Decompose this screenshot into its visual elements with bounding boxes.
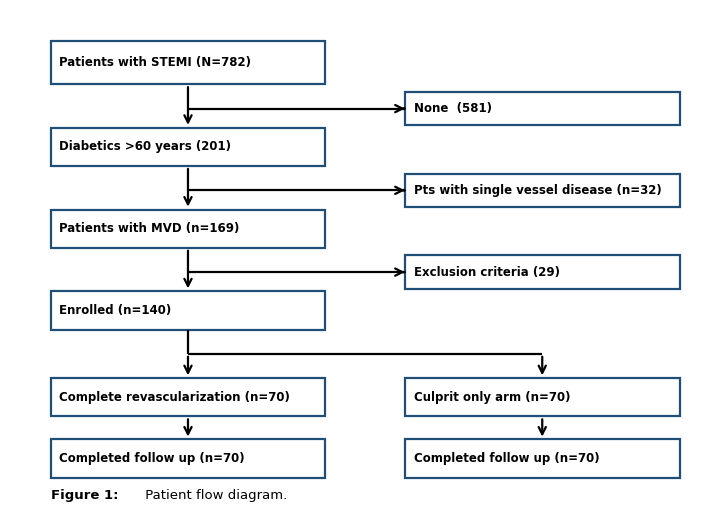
Text: Patients with STEMI (N=782): Patients with STEMI (N=782): [59, 56, 252, 69]
Text: Diabetics >60 years (201): Diabetics >60 years (201): [59, 141, 231, 153]
FancyBboxPatch shape: [405, 92, 680, 125]
Text: Figure 1:: Figure 1:: [51, 489, 118, 502]
FancyBboxPatch shape: [51, 210, 325, 248]
FancyBboxPatch shape: [51, 128, 325, 166]
FancyBboxPatch shape: [51, 439, 325, 478]
Text: Pts with single vessel disease (n=32): Pts with single vessel disease (n=32): [414, 184, 662, 197]
Text: Completed follow up (n=70): Completed follow up (n=70): [59, 452, 245, 465]
FancyBboxPatch shape: [405, 256, 680, 289]
Text: Enrolled (n=140): Enrolled (n=140): [59, 304, 171, 317]
FancyBboxPatch shape: [51, 291, 325, 330]
FancyBboxPatch shape: [405, 174, 680, 207]
FancyBboxPatch shape: [51, 378, 325, 416]
Text: Patient flow diagram.: Patient flow diagram.: [141, 489, 288, 502]
FancyBboxPatch shape: [405, 378, 680, 416]
FancyBboxPatch shape: [405, 439, 680, 478]
Text: Complete revascularization (n=70): Complete revascularization (n=70): [59, 391, 290, 404]
Text: Culprit only arm (n=70): Culprit only arm (n=70): [414, 391, 570, 404]
Text: None  (581): None (581): [414, 102, 492, 115]
Text: Patients with MVD (n=169): Patients with MVD (n=169): [59, 222, 239, 235]
Text: Exclusion criteria (29): Exclusion criteria (29): [414, 266, 560, 278]
FancyBboxPatch shape: [51, 41, 325, 84]
Text: Completed follow up (n=70): Completed follow up (n=70): [414, 452, 599, 465]
